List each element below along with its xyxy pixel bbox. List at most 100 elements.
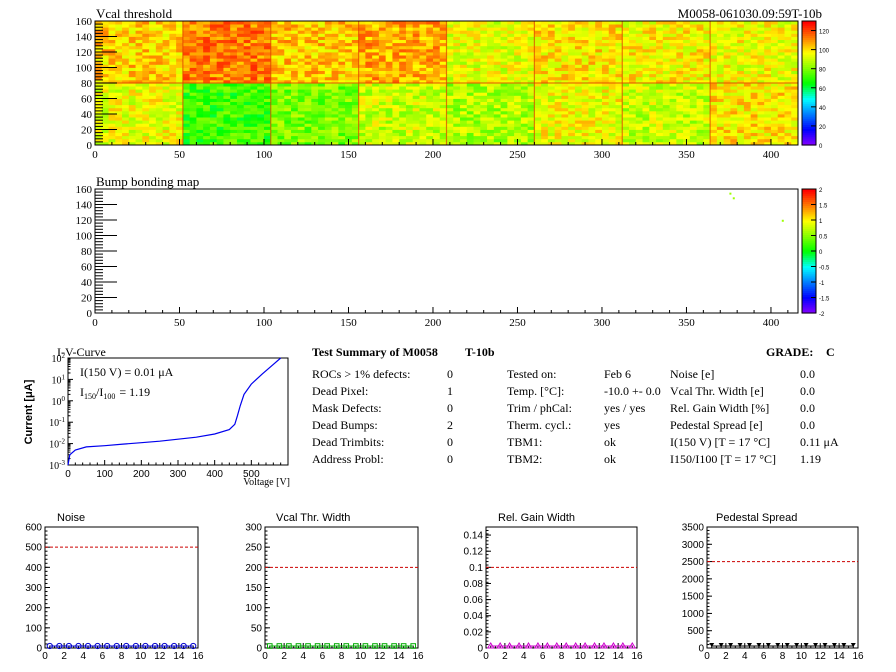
heatmap-cell: [372, 126, 380, 130]
heatmap-cell: [122, 58, 130, 62]
heatmap-cell: [385, 30, 393, 34]
heatmap-cell: [263, 48, 272, 53]
heatmap-cell: [182, 114, 191, 118]
heatmap-cell: [507, 98, 515, 102]
heatmap-cell: [466, 92, 474, 96]
heatmap-cell: [209, 132, 218, 137]
heatmap-cell: [473, 48, 481, 53]
heatmap-cell: [223, 36, 231, 40]
color-scale-band: [802, 263, 816, 267]
heatmap-cell: [703, 110, 711, 115]
heatmap-cell: [345, 126, 353, 130]
color-scale-band: [802, 80, 816, 84]
heatmap-cell: [432, 141, 441, 146]
heatmap-cell: [595, 120, 603, 124]
heatmap-cell: [108, 24, 116, 28]
heatmap-cell: [236, 33, 245, 37]
heatmap-cell: [689, 61, 698, 65]
heatmap-cell: [703, 132, 711, 137]
heatmap-cell: [777, 64, 785, 68]
heatmap-cell: [263, 39, 272, 44]
heatmap-cell: [412, 135, 420, 140]
heatmap-cell: [500, 48, 508, 53]
heatmap-cell: [203, 83, 211, 87]
heatmap-cell: [683, 86, 691, 90]
heatmap-cell: [507, 92, 515, 96]
heatmap-cell: [419, 76, 427, 81]
heatmap-cell: [318, 89, 326, 93]
bump-map-points: [729, 192, 784, 222]
heatmap-cell: [236, 123, 245, 127]
heatmap-cell: [656, 110, 664, 115]
heatmap-cell: [466, 67, 474, 71]
heatmap-cell: [764, 104, 772, 109]
heatmap-cell: [507, 117, 515, 121]
heatmap-cell: [669, 92, 677, 96]
heatmap-cell: [608, 135, 616, 140]
heatmap-cell: [439, 89, 447, 93]
heatmap-cell: [527, 138, 535, 143]
heatmap-cell: [514, 86, 522, 90]
heatmap-cell: [561, 58, 569, 62]
heatmap-cell: [676, 83, 684, 87]
heatmap-cell: [541, 58, 549, 62]
heatmap-cell: [115, 83, 123, 87]
heatmap-cell: [514, 110, 522, 115]
heatmap-cell: [676, 55, 684, 59]
heatmap-cell: [676, 135, 684, 140]
heatmap-cell: [500, 89, 508, 93]
heatmap-cell: [777, 79, 785, 84]
heatmap-cell: [250, 92, 258, 96]
heatmap-cell: [122, 73, 130, 78]
heatmap-cell: [351, 89, 360, 93]
heatmap-cell: [128, 21, 136, 25]
heatmap-cell: [257, 120, 265, 124]
heatmap-cell: [676, 45, 684, 50]
heatmap-cell: [358, 33, 366, 37]
heatmap-cell: [439, 120, 447, 124]
heatmap-cell: [331, 48, 339, 53]
heatmap-cell: [480, 33, 488, 37]
heatmap-cell: [716, 92, 725, 96]
heatmap-cell: [182, 58, 191, 62]
heatmap-cell: [331, 114, 339, 118]
heatmap-cell: [487, 110, 495, 115]
heatmap-cell: [311, 132, 319, 137]
heatmap-cell: [527, 132, 535, 137]
heatmap-cell: [554, 95, 562, 99]
heatmap-cell: [514, 126, 522, 130]
heatmap-cell: [493, 120, 501, 124]
heatmap-cell: [500, 67, 508, 71]
heatmap-cell: [311, 126, 319, 130]
heatmap-cell: [182, 21, 191, 25]
heatmap-cell: [162, 45, 170, 50]
heatmap-cell: [270, 42, 278, 47]
heatmap-cell: [568, 48, 576, 53]
heatmap-cell: [676, 36, 684, 40]
heatmap-cell: [351, 79, 360, 84]
heatmap-cell: [338, 70, 346, 75]
heatmap-cell: [155, 73, 163, 78]
iv-x-tick-label: 0: [65, 469, 71, 480]
heatmap-cell: [372, 129, 380, 133]
heatmap-cell: [189, 126, 197, 130]
color-scale-label: -1: [819, 281, 825, 287]
heatmap-cell: [601, 45, 610, 50]
color-scale-band: [802, 76, 816, 80]
heatmap-cell: [101, 101, 109, 106]
heatmap-cell: [453, 132, 461, 137]
heatmap-cell: [426, 132, 434, 137]
heatmap-cell: [108, 95, 116, 99]
heatmap-cell: [216, 129, 224, 133]
color-scale-band: [802, 288, 816, 291]
heatmap-cell: [122, 98, 130, 102]
heatmap-cell: [162, 30, 170, 34]
heatmap-cell: [527, 135, 535, 140]
heatmap-cell: [162, 52, 170, 56]
y-tick-label: 80: [81, 78, 93, 90]
heatmap-cell: [101, 67, 109, 71]
heatmap-cell: [764, 126, 772, 130]
heatmap-cell: [446, 107, 454, 112]
heatmap-cell: [203, 76, 211, 81]
heatmap-cell: [297, 95, 305, 99]
